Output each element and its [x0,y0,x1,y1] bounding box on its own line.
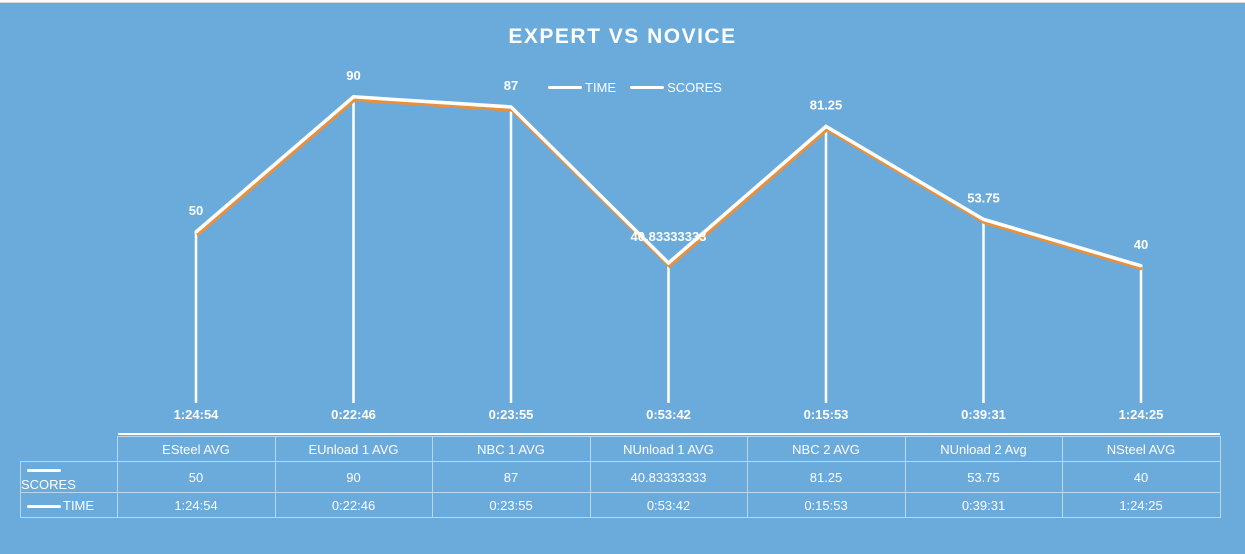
legend-swatch-time [548,85,582,89]
table-header-row: ESteel AVG EUnload 1 AVG NBC 1 AVG NUnlo… [20,436,1221,462]
table-row-scores: SCORES 50 90 87 40.83333333 81.25 53.75 … [20,461,1221,493]
time-data-label: 1:24:25 [1119,407,1164,422]
legend: TIME SCORES [548,78,736,96]
table-corner-cell [20,436,118,462]
table-header-cell: NBC 1 AVG [431,436,591,462]
chart-title: EXPERT VS NOVICE [508,25,737,48]
table-header-cell: NUnload 2 Avg [904,436,1063,462]
legend-label-scores: SCORES [667,79,722,95]
table-header-cell: EUnload 1 AVG [274,436,433,462]
time-data-label: 0:53:42 [646,407,691,422]
table-cell: 0:23:55 [431,492,591,518]
time-data-label: 1:24:54 [174,407,220,422]
table-cell: 0:39:31 [904,492,1063,518]
score-data-label: 53.75 [967,190,1000,205]
row-legend-key-scores [27,469,61,473]
table-header-cell: ESteel AVG [116,436,276,462]
table-row-time: TIME 1:24:54 0:22:46 0:23:55 0:53:42 0:1… [20,492,1221,518]
table-cell: 0:22:46 [274,492,433,518]
table-header-cell: NUnload 1 AVG [589,436,748,462]
score-point [982,217,985,221]
legend-entry-time: TIME [548,80,616,95]
time-data-label: 0:22:46 [331,407,376,422]
scores-line-shadow [195,98,1143,271]
time-data-label: 0:15:53 [804,407,849,422]
table-cell: 53.75 [904,461,1063,493]
score-data-label: 90 [346,68,360,83]
legend-swatch-scores [630,85,665,89]
table-cell: 0:15:53 [746,492,906,518]
score-data-label: 81.25 [810,97,843,112]
score-point [509,105,513,109]
row-label-time: TIME [63,497,95,513]
row-legend-key-time [27,504,61,508]
time-data-label: 0:39:31 [961,407,1006,422]
table-cell: 0:53:42 [589,492,748,518]
score-point [352,95,355,99]
table-cell: 40.83333333 [589,461,748,493]
score-data-label: 40 [1134,237,1148,252]
table-cell: 40 [1061,461,1221,493]
table-cell: 81.25 [746,461,906,493]
table-cell: 50 [116,461,276,493]
table-cell: 1:24:25 [1061,492,1221,518]
legend-label-time: TIME [585,79,617,95]
row-label-scores: SCORES [21,477,76,492]
data-table: ESteel AVG EUnload 1 AVG NBC 1 AVG NUnlo… [20,436,1221,518]
plot-area: 50 90 87 40.83333333 81.25 53.75 40 1:24:54 0:22… [118,68,1220,435]
score-point [824,124,828,128]
table-cell: 90 [274,461,433,493]
score-data-label: 50 [189,203,203,218]
table-row-header-scores: SCORES [20,461,118,493]
score-point [667,261,670,265]
score-data-label: 87 [504,78,518,93]
table-header-cell: NBC 2 AVG [746,436,906,462]
legend-entry-scores: SCORES [630,80,722,95]
score-point [1139,264,1143,268]
table-row-header-time: TIME [20,492,118,518]
table-header-cell: NSteel AVG [1061,436,1221,462]
time-data-label: 0:23:55 [489,407,534,422]
score-point [194,230,198,234]
score-data-label: 40.83333333 [631,229,707,244]
table-cell: 87 [431,461,591,493]
table-cell: 1:24:54 [116,492,276,518]
